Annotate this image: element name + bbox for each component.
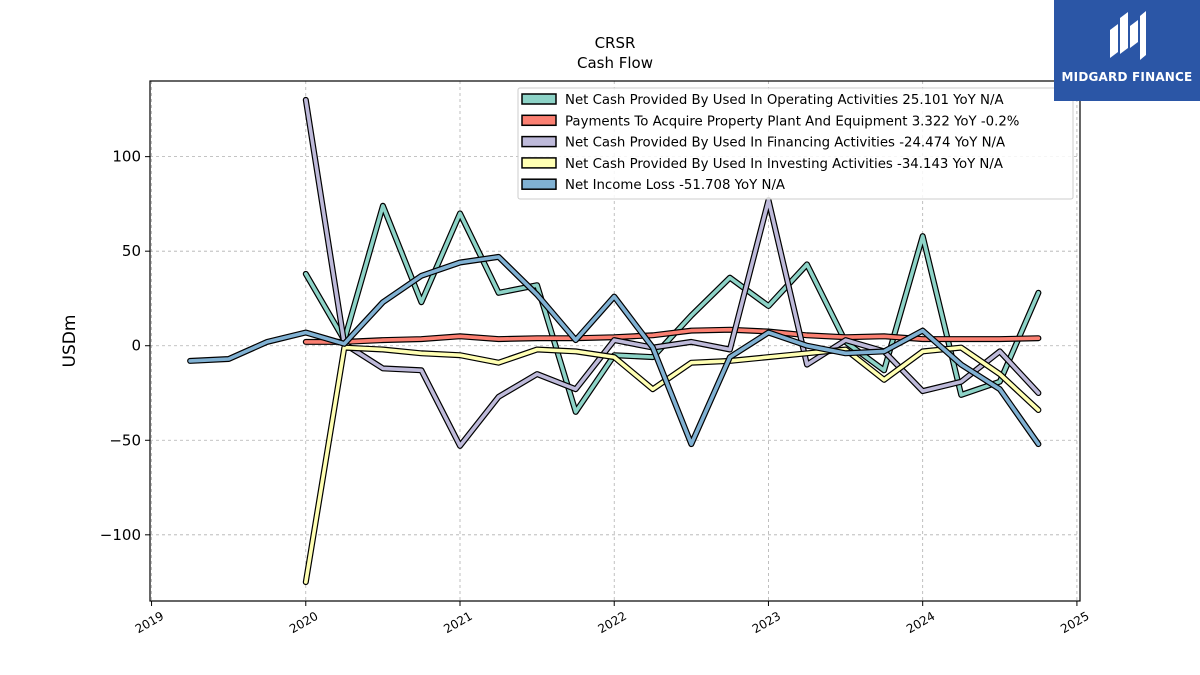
series-outline [302, 202, 1042, 415]
y-axis: −100 −50 0 50 100 [100, 148, 150, 544]
legend-label: Net Cash Provided By Used In Financing A… [565, 136, 1005, 151]
y-tick-label: −50 [109, 431, 141, 449]
series-line [303, 345, 1041, 584]
series-line [303, 204, 1041, 414]
legend-swatch [521, 114, 557, 127]
y-tick-label: 100 [112, 148, 141, 166]
y-tick-label: −100 [100, 526, 141, 544]
chart-subtitle: Cash Flow [577, 54, 653, 72]
series-line [303, 98, 1041, 448]
legend-label: Payments To Acquire Property Plant And E… [565, 114, 1019, 129]
chart-title: CRSR [595, 34, 636, 52]
legend-swatch [521, 135, 557, 148]
y-tick-label: 50 [122, 242, 141, 260]
x-tick-label: 2023 [750, 609, 783, 636]
series-line [188, 255, 1041, 446]
legend: Net Cash Provided By Used In Operating A… [517, 87, 1074, 200]
legend-label: Net Income Loss -51.708 YoY N/A [565, 178, 785, 193]
legend-label: Net Cash Provided By Used In Operating A… [565, 93, 1004, 108]
x-tick-label: 2022 [596, 609, 629, 636]
legend-swatch [521, 157, 557, 169]
series-line [303, 327, 1041, 344]
legend-swatch [521, 93, 557, 105]
legend-swatch [521, 178, 557, 190]
plot-frame [149, 80, 1081, 602]
y-tick-label: 0 [131, 337, 141, 355]
x-tick-label: 2024 [904, 609, 937, 636]
brand-logo: MIDGARD FINANCE [1054, 0, 1200, 101]
y-axis-label: USDm [60, 315, 80, 368]
x-tick-label: 2021 [441, 609, 474, 636]
legend-box [517, 87, 1074, 200]
brand-mark-icon [1110, 11, 1146, 60]
x-tick-label: 2019 [133, 609, 166, 636]
series-outline [302, 344, 1042, 586]
brand-name: MIDGARD FINANCE [1061, 70, 1193, 84]
x-tick-label: 2020 [287, 609, 320, 636]
series-lines [187, 96, 1042, 586]
x-tick-label: 2025 [1058, 609, 1091, 636]
legend-label: Net Cash Provided By Used In Investing A… [565, 157, 1003, 172]
x-axis: 2019 2020 2021 2022 2023 2024 2025 [133, 601, 1092, 636]
